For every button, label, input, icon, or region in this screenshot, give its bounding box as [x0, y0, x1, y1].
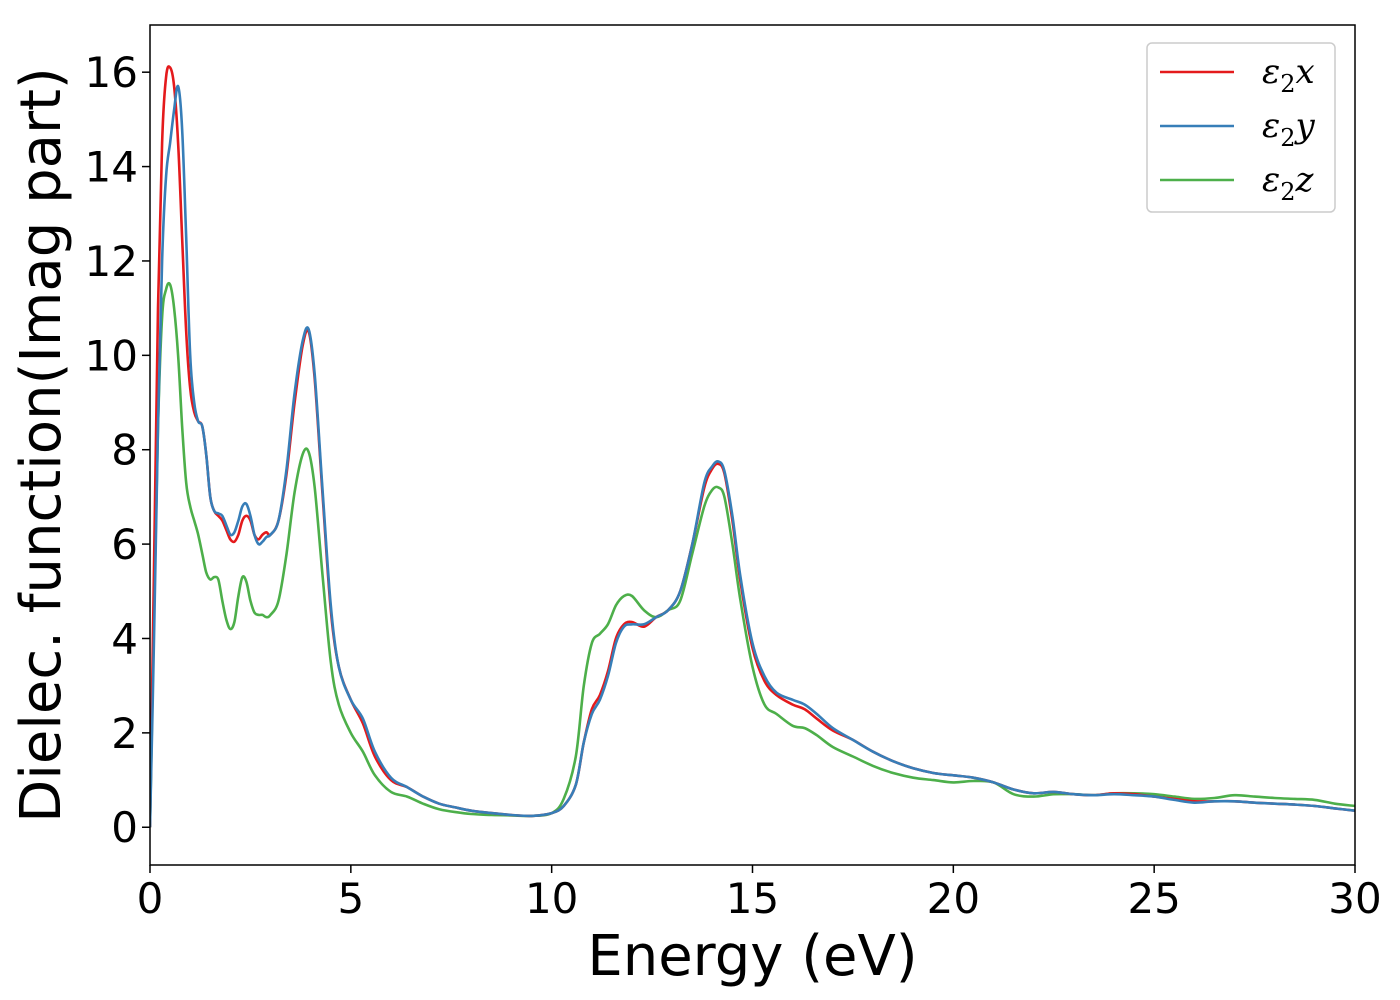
x-tick-label: 5 [337, 874, 364, 923]
y-axis: 0 2 4 6 8 10 12 14 16 [85, 48, 150, 852]
x-tick-label: 15 [726, 874, 779, 923]
y-tick-label: 8 [111, 426, 138, 475]
legend-box [1146, 42, 1336, 213]
legend-subscript: 2 [1280, 124, 1295, 152]
x-tick-label: 0 [137, 874, 164, 923]
legend-component: z [1295, 160, 1315, 200]
y-tick-label: 12 [85, 237, 138, 286]
legend-component: y [1294, 106, 1316, 146]
y-axis-label: Dielec. function(Imag part) [9, 67, 74, 823]
y-tick-label: 16 [85, 48, 138, 97]
y-tick-label: 0 [111, 803, 138, 852]
x-axis-label: Energy (eV) [587, 924, 917, 989]
series-line-z [150, 281, 1355, 828]
x-tick-label: 30 [1328, 874, 1381, 923]
legend-symbol: ε [1262, 52, 1280, 92]
x-axis: 0 5 10 15 20 25 30 [137, 865, 1382, 923]
legend-symbol: ε [1262, 160, 1280, 200]
y-tick-label: 4 [111, 614, 138, 663]
legend-entry-label: ε2x [1262, 52, 1315, 98]
x-tick-label: 20 [927, 874, 980, 923]
legend-entry-label: ε2y [1262, 106, 1316, 152]
series-line-y [150, 84, 1355, 828]
plot-lines [150, 65, 1355, 828]
legend-subscript: 2 [1280, 70, 1295, 98]
y-tick-label: 14 [85, 143, 138, 192]
x-tick-label: 10 [525, 874, 578, 923]
y-tick-label: 6 [111, 520, 138, 569]
y-tick-label: 10 [85, 331, 138, 380]
legend-component: x [1296, 52, 1315, 92]
legend-entry-label: ε2z [1262, 160, 1315, 206]
y-tick-label: 2 [111, 709, 138, 758]
legend-subscript: 2 [1280, 178, 1295, 206]
x-tick-label: 25 [1127, 874, 1180, 923]
legend-symbol: ε [1262, 106, 1280, 146]
